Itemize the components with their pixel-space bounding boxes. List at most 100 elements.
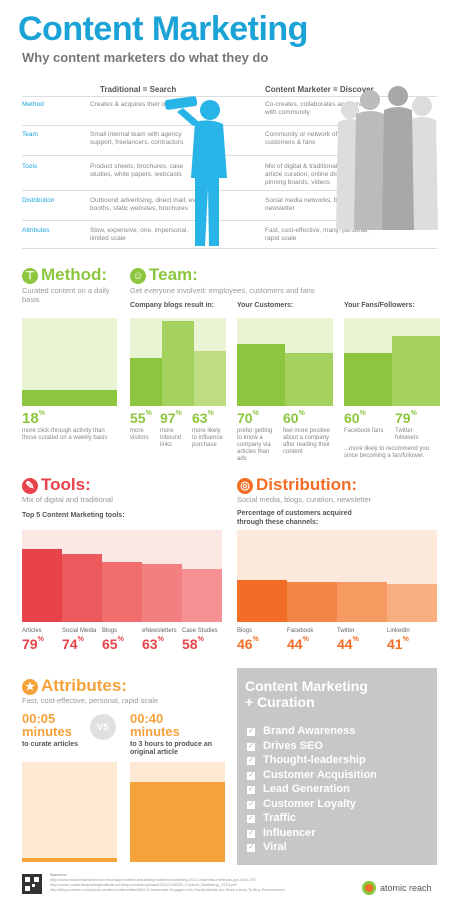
row-label-attributes: Attributes xyxy=(22,227,50,234)
bar-label: Articles xyxy=(22,628,42,634)
table-divider xyxy=(22,190,437,191)
bar xyxy=(337,581,387,622)
cell-traditional-method: Creates & acquires their own content xyxy=(90,101,197,108)
team-group-header: Your Fans/Followers: xyxy=(344,302,415,309)
attributes-title: Attributes: xyxy=(41,676,127,695)
cell-cm-team: Community or network of employees, custo… xyxy=(265,131,373,146)
row-label-method: Method xyxy=(22,101,44,108)
attributes-heading: ★ Attributes: xyxy=(22,676,127,696)
row-label-team: Team xyxy=(22,131,38,138)
team-desc: more inbound links xyxy=(160,428,182,448)
produce-time: 00:40 minutes xyxy=(130,711,180,739)
tools-labels: Articles 79% Social Media 74% Blogs 65% eNewsl… xyxy=(22,628,222,658)
tools-title: Tools: xyxy=(41,475,91,494)
source-link[interactable]: http://www.contentmarketinginstitute.com… xyxy=(50,882,237,887)
team-percent: 79% xyxy=(395,410,417,426)
cell-cm-method: Co-creates, collaborates and curates wit… xyxy=(265,101,372,116)
distribution-bar-chart xyxy=(237,530,437,622)
method-bar-fill xyxy=(22,390,117,406)
team-bar xyxy=(237,344,285,406)
team-percent: 70% xyxy=(237,410,259,426)
team-group-header: Your Customers: xyxy=(237,302,294,309)
bar-percent: 74% xyxy=(62,636,84,652)
checkbox-icon: ✓ xyxy=(247,844,255,852)
qr-code-icon xyxy=(22,874,42,894)
bar-percent: 58% xyxy=(182,636,204,652)
bar xyxy=(387,584,437,622)
curation-list-item: ✓ Drives SEO xyxy=(247,739,323,752)
row-label-distribution: Distribution xyxy=(22,197,55,204)
bar xyxy=(142,564,182,622)
method-heading: ⊤ Method: xyxy=(22,265,107,285)
team-bar xyxy=(285,353,333,406)
team-percent: 55% xyxy=(130,410,152,426)
distribution-labels: Blogs 46% Facebook 44% Twitter 44% LinkedIn 41% xyxy=(237,628,437,658)
bar-label: Case Studies xyxy=(182,628,218,634)
cell-traditional-distribution: Outbound advertising, direct mail, event… xyxy=(90,197,205,212)
attributes-subtitle: Fast, cost-effective, personal, rapid sc… xyxy=(22,696,159,705)
curation-panel: Content Marketing + Curation ✓ Brand Aware… xyxy=(237,668,437,865)
curation-list-item: ✓ Lead Generation xyxy=(247,783,350,795)
tools-bar-chart xyxy=(22,530,222,622)
produce-bar-track xyxy=(130,762,225,862)
curation-list-item: ✓ Influencer xyxy=(247,826,316,839)
distribution-subtitle: Social media, blogs, curation, newslette… xyxy=(237,495,372,504)
tools-header: Top 5 Content Marketing tools: xyxy=(22,512,125,519)
curation-list-item: ✓ Viral xyxy=(247,841,287,853)
curation-list-item: ✓ Customer Loyalty xyxy=(247,797,356,810)
bar-percent: 65% xyxy=(102,636,124,652)
team-subtitle: Get everyone involved: employees, custom… xyxy=(130,286,315,295)
team-desc: more visitors xyxy=(130,428,149,441)
distribution-title: Distribution: xyxy=(256,475,358,494)
distribution-header: Percentage of customers acquired through… xyxy=(237,510,352,526)
row-label-tools: Tools xyxy=(22,163,38,170)
checkbox-icon: ✓ xyxy=(247,742,255,751)
bar-label: LinkedIn xyxy=(387,628,410,634)
table-divider xyxy=(22,96,437,97)
bar-percent: 44% xyxy=(337,636,359,652)
curation-list-item: ✓ Customer Acquisition xyxy=(247,768,377,781)
team-heading: ☺ Team: xyxy=(130,265,198,285)
bar-percent: 46% xyxy=(237,636,259,652)
cell-traditional-attributes: Slow, expensive, one, impersonal, limite… xyxy=(90,227,189,242)
column-header-content-marketer: Content Marketer = Discover xyxy=(265,85,374,94)
bar-percent: 79% xyxy=(22,636,44,652)
bar xyxy=(62,553,102,622)
bar xyxy=(22,549,62,622)
bar-label: Facebook xyxy=(287,628,314,634)
checkbox-icon: ✓ xyxy=(247,771,255,780)
bar-label: Blogs xyxy=(237,628,253,634)
curate-bar-fill xyxy=(22,857,117,862)
team-title: Team: xyxy=(149,265,198,284)
checkbox-icon: ✓ xyxy=(247,757,255,765)
tools-subtitle: Mix of digital and traditional xyxy=(22,495,113,504)
bar-percent: 44% xyxy=(287,636,309,652)
curate-bar-track xyxy=(22,762,117,862)
checkbox-icon: ✓ xyxy=(247,786,255,794)
bar xyxy=(287,581,337,622)
source-link[interactable]: http://blog.crmlink.com/press-center/con… xyxy=(50,887,285,892)
table-divider xyxy=(22,125,437,126)
checkbox-icon: ✓ xyxy=(247,800,255,809)
bar xyxy=(237,579,287,622)
method-subtitle: Curated content on a daily basis xyxy=(22,286,110,304)
table-divider xyxy=(22,248,437,249)
team-bar xyxy=(392,336,440,406)
bar xyxy=(102,562,142,622)
curation-title: Content Marketing + Curation xyxy=(245,678,368,710)
distribution-heading: ◎ Distribution: xyxy=(237,475,357,495)
bar-label: Social Media xyxy=(62,628,97,634)
team-bar xyxy=(194,350,226,406)
star-icon: ★ xyxy=(22,679,38,695)
source-link[interactable]: http://www.businessinsider.com/roundup/c… xyxy=(50,877,256,882)
page-title: Content Marketing xyxy=(18,10,308,48)
team-desc: prefer getting to know a company via art… xyxy=(237,428,273,462)
cell-cm-attributes: Fast, cost-effective, many, personal, ra… xyxy=(265,227,369,242)
curation-list: ✓ Brand Awareness ✓ Drives SEO ✓ Thought-lead… xyxy=(247,724,377,855)
cell-cm-tools: Mix of digital & traditional tools, incl… xyxy=(265,163,383,186)
team-percent: 60% xyxy=(283,410,305,426)
team-bar-group xyxy=(344,318,440,406)
table-divider xyxy=(22,155,437,156)
bar-label: Twitter xyxy=(337,628,355,634)
cell-traditional-tools: Product sheets, brochures, case studies,… xyxy=(90,163,184,178)
